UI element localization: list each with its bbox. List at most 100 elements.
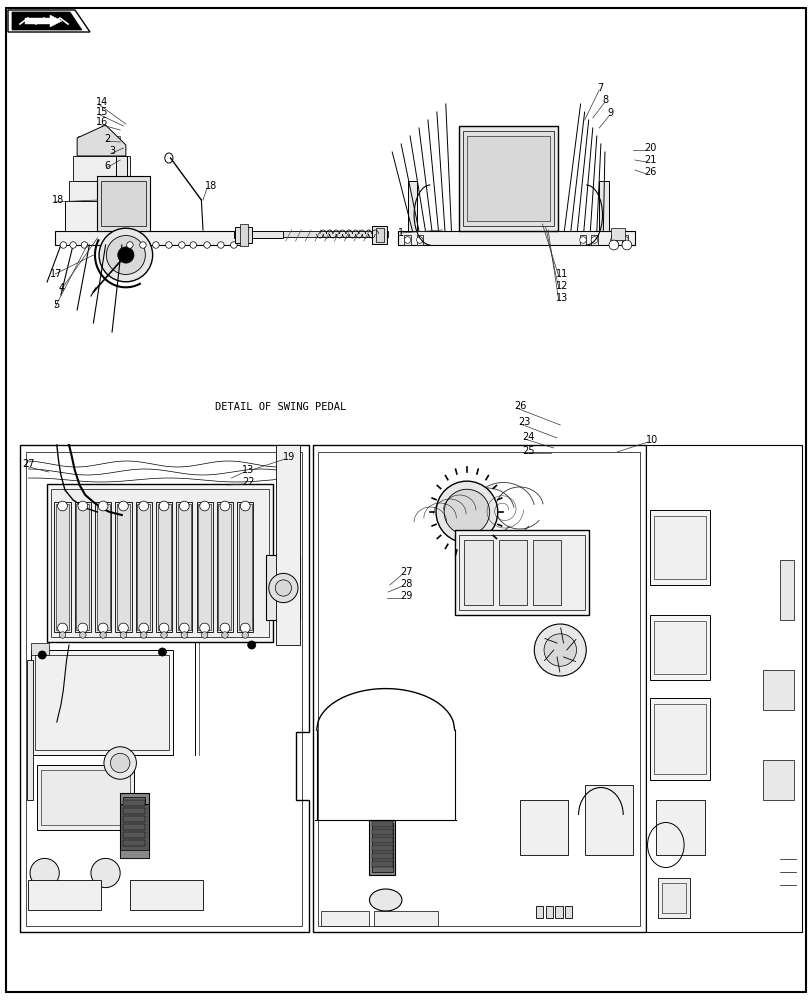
Bar [116, 156, 127, 231]
Bar [123, 832, 145, 838]
Text: 18: 18 [204, 181, 217, 191]
Bar [35, 655, 169, 750]
Bar [75, 502, 91, 632]
Bar [462, 131, 553, 226]
Bar [73, 156, 130, 181]
Text: 26: 26 [643, 167, 655, 177]
Bar [621, 235, 628, 245]
Text: 22: 22 [242, 477, 254, 487]
Circle shape [220, 623, 230, 633]
Bar [115, 502, 131, 632]
Bar [135, 502, 152, 632]
Circle shape [159, 501, 169, 511]
Circle shape [139, 242, 146, 248]
Circle shape [268, 573, 298, 603]
Bar [657, 878, 689, 918]
Bar [610, 235, 616, 245]
Bar [371, 226, 386, 244]
Bar [95, 502, 111, 632]
Bar [100, 136, 105, 146]
Circle shape [579, 237, 586, 243]
Text: 26: 26 [513, 401, 526, 411]
Bar [466, 136, 549, 221]
Polygon shape [20, 445, 308, 932]
Circle shape [444, 489, 489, 535]
Bar [117, 504, 130, 630]
Circle shape [139, 501, 148, 511]
Circle shape [60, 242, 67, 248]
Bar [610, 228, 624, 240]
Circle shape [242, 632, 248, 638]
Circle shape [275, 580, 291, 596]
Bar [239, 224, 247, 246]
Bar [762, 760, 793, 800]
Circle shape [165, 242, 172, 248]
Circle shape [104, 747, 136, 779]
Text: 7: 7 [596, 83, 603, 93]
Bar [234, 231, 282, 238]
Circle shape [110, 753, 130, 773]
Circle shape [118, 623, 128, 633]
Bar [371, 823, 393, 872]
Bar [130, 880, 203, 910]
Bar [371, 845, 393, 851]
Bar [371, 821, 393, 827]
Circle shape [78, 623, 88, 633]
Circle shape [240, 623, 250, 633]
Bar [599, 181, 608, 231]
Circle shape [100, 632, 106, 638]
Text: 6: 6 [104, 161, 110, 171]
Ellipse shape [369, 889, 401, 911]
Circle shape [161, 632, 167, 638]
Bar [579, 235, 586, 245]
Bar [235, 227, 251, 243]
Bar [27, 660, 33, 800]
Circle shape [91, 858, 120, 888]
Text: 4: 4 [58, 283, 65, 293]
Bar [320, 911, 369, 926]
Bar [217, 502, 233, 632]
Bar [373, 911, 438, 926]
Bar [123, 797, 145, 854]
Bar [464, 540, 492, 605]
Bar [375, 228, 384, 242]
Polygon shape [312, 445, 645, 932]
Text: DETAIL OF SWING PEDAL: DETAIL OF SWING PEDAL [214, 402, 345, 412]
Circle shape [98, 623, 108, 633]
Circle shape [99, 228, 152, 282]
Text: 5: 5 [53, 300, 59, 310]
Bar [532, 540, 560, 605]
Bar [649, 615, 710, 680]
Text: 21: 21 [643, 155, 655, 165]
Polygon shape [645, 445, 801, 932]
Text: 10: 10 [645, 435, 657, 445]
Circle shape [59, 632, 66, 638]
Text: 8: 8 [602, 95, 608, 105]
Bar [55, 231, 246, 245]
Circle shape [200, 623, 209, 633]
Circle shape [78, 501, 88, 511]
Circle shape [608, 240, 618, 250]
Polygon shape [8, 10, 90, 32]
Bar [31, 643, 49, 655]
Bar [654, 704, 705, 774]
Circle shape [590, 237, 597, 243]
Polygon shape [12, 12, 82, 30]
Text: 25: 25 [521, 446, 534, 456]
Polygon shape [77, 125, 126, 156]
Circle shape [127, 242, 133, 248]
Bar [407, 181, 417, 231]
Bar [196, 502, 212, 632]
Circle shape [200, 501, 209, 511]
Circle shape [204, 242, 210, 248]
Circle shape [179, 501, 189, 511]
Text: 13: 13 [556, 293, 568, 303]
Bar [654, 621, 705, 674]
Circle shape [38, 651, 46, 659]
Circle shape [159, 623, 169, 633]
Bar [28, 880, 101, 910]
Circle shape [543, 634, 576, 666]
Circle shape [404, 237, 410, 243]
Bar [404, 235, 410, 245]
Bar [779, 560, 793, 620]
